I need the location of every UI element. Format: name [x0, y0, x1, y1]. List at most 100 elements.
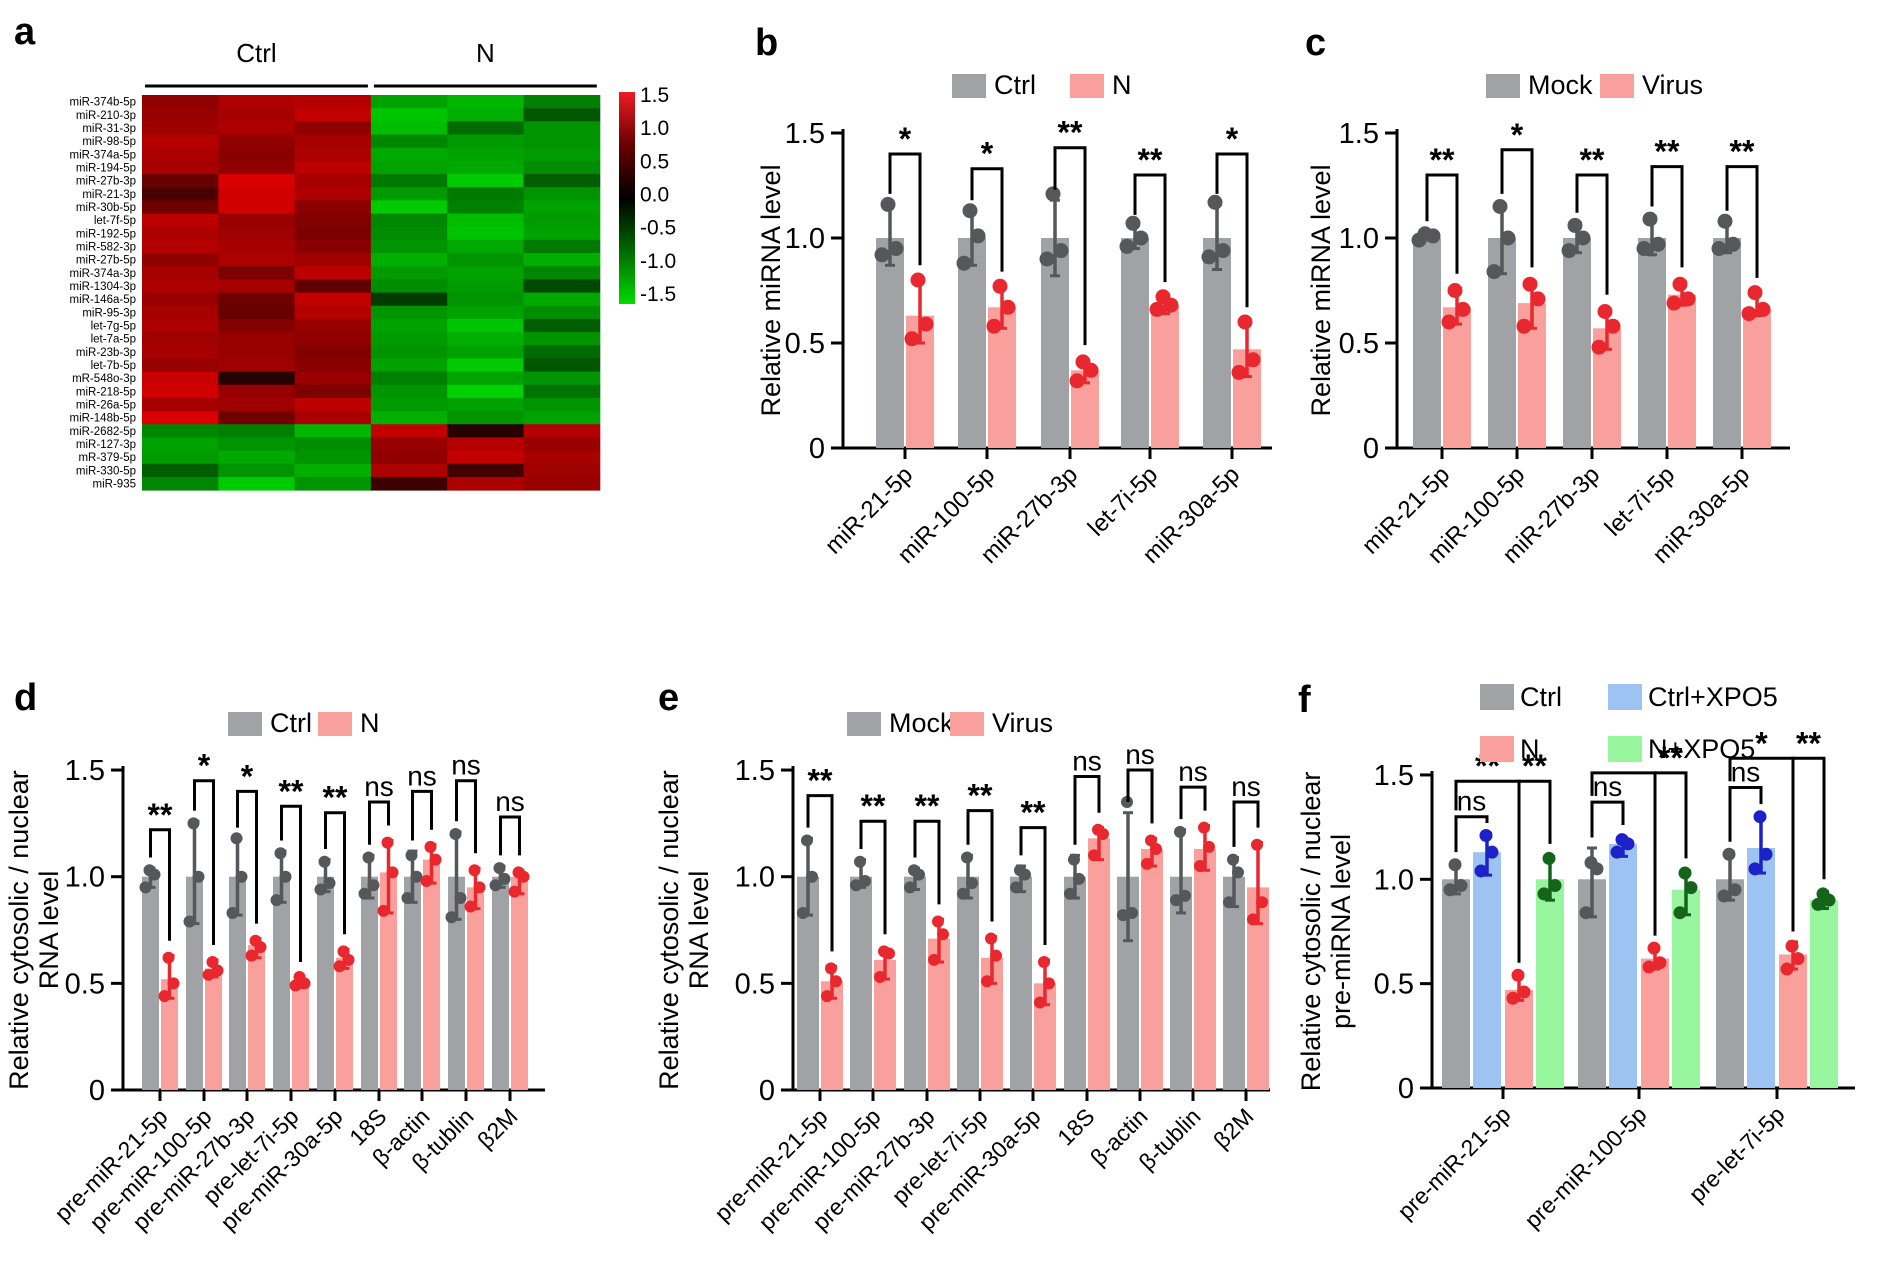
- heatmap-cell: [447, 397, 524, 412]
- heatmap-cell: [294, 239, 372, 254]
- bar-Virus: [981, 957, 1003, 1090]
- data-dot: [1455, 301, 1471, 317]
- heatmap-cell: [523, 174, 601, 188]
- bar-Ctrl: [1716, 879, 1744, 1088]
- data-dot: [985, 932, 997, 945]
- heatmap-cell: [294, 397, 372, 412]
- heatmap-cell: [294, 187, 372, 201]
- data-dot: [454, 892, 467, 905]
- bar-Ctrl: [361, 876, 378, 1090]
- y-tick-label: 0: [1398, 1073, 1414, 1105]
- data-dot: [337, 945, 350, 958]
- data-dot: [1149, 301, 1165, 317]
- y-tick-label: 1.0: [785, 223, 825, 255]
- data-dot: [1117, 909, 1129, 922]
- x-category-label: 18S: [1052, 1103, 1099, 1150]
- heatmap-cell: [447, 371, 524, 386]
- data-dot: [850, 879, 862, 892]
- heatmap-cell: [370, 476, 448, 491]
- data-dot: [1174, 825, 1186, 838]
- data-dot: [1133, 230, 1149, 246]
- sig-bracket: [1053, 146, 1087, 346]
- panel-letter: d: [14, 677, 37, 719]
- sig-label: *: [198, 748, 211, 784]
- data-dot: [1647, 941, 1661, 955]
- x-category-label: let-7i-5p: [1083, 461, 1163, 541]
- sig-label: **: [279, 773, 304, 809]
- bar-Virus: [1194, 848, 1216, 1090]
- heatmap-cell: [294, 213, 372, 228]
- data-dot: [1207, 194, 1223, 210]
- heatmap-cell: [218, 266, 296, 280]
- data-dot: [1251, 838, 1263, 851]
- data-dot: [1717, 213, 1733, 229]
- heatmap-cell: [523, 424, 601, 438]
- sig-bracket: [1215, 152, 1249, 308]
- heatmap-cell: [447, 226, 524, 241]
- bar-Mock: [1117, 876, 1139, 1090]
- data-dot: [493, 862, 506, 875]
- data-dot: [1126, 906, 1138, 919]
- panel-svg: e Relative cytosolic / nuclear RNA level 0 0…: [654, 677, 1270, 1235]
- heatmap-cell: [447, 239, 524, 254]
- heatmap-cell: [218, 450, 296, 465]
- legend-label: Virus: [992, 708, 1053, 738]
- bar-Ctrl: [317, 876, 334, 1090]
- data-dot: [1170, 894, 1182, 907]
- heatmap-cell: [447, 147, 524, 162]
- bar-Ctrl: [1442, 879, 1470, 1088]
- heatmap-cell: [523, 200, 601, 215]
- heatmap-cell: [142, 95, 219, 109]
- colorbar-tick-label: 0.0: [640, 184, 669, 207]
- data-dot: [1441, 314, 1457, 330]
- data-dot: [821, 990, 833, 1003]
- heatmap-cell: [142, 147, 219, 162]
- sig-bracket: [368, 800, 390, 845]
- heatmap-cell: [370, 226, 448, 241]
- heatmap-row-label: miR-31-3p: [82, 123, 136, 135]
- data-dot: [854, 855, 866, 868]
- bar-Mock: [904, 876, 926, 1090]
- panel-f-chart: f Relative cytosolic / nuclear pre-miRNA l…: [1290, 650, 1878, 1278]
- sig-bracket: [1653, 771, 1688, 936]
- bar-Virus: [1247, 887, 1269, 1090]
- sig-label: *: [241, 758, 254, 794]
- heatmap-cell: [218, 292, 296, 307]
- colorbar-tick-label: 1.5: [640, 84, 669, 107]
- heatmap-cell: [294, 253, 372, 267]
- heatmap-cell: [218, 424, 296, 438]
- heatmap-cell: [447, 266, 524, 280]
- data-dot: [986, 318, 1002, 334]
- heatmap-cell: [218, 397, 296, 412]
- heatmap-cell: [142, 226, 219, 241]
- legend-swatch-Ctrl: [1480, 684, 1514, 710]
- heatmap-cell: [218, 213, 296, 228]
- bar-Mock: [1223, 876, 1245, 1090]
- data-dot: [1816, 887, 1830, 901]
- heatmap-cell: [218, 147, 296, 162]
- legend-label: N+XPO5: [1648, 734, 1755, 764]
- data-dot: [962, 203, 978, 219]
- data-dot: [192, 870, 205, 883]
- sig-label: **: [1058, 115, 1083, 151]
- data-dot: [1064, 887, 1076, 900]
- panel-d-chart: d Relative cytosolic / nuclear RNA level 0 0…: [0, 650, 648, 1278]
- data-dot: [1579, 906, 1593, 920]
- data-dot: [162, 951, 175, 964]
- data-dot: [1542, 851, 1556, 865]
- heatmap-cell: [142, 239, 219, 254]
- heatmap-group-label: Ctrl: [236, 38, 276, 68]
- heatmap-cell: [218, 174, 296, 188]
- heatmap-cell: [142, 292, 219, 307]
- data-dot: [1605, 318, 1621, 334]
- heatmap-cell: [447, 187, 524, 201]
- bar-Mock: [797, 876, 819, 1090]
- data-dot: [1145, 834, 1157, 847]
- panel-letter: a: [14, 11, 36, 53]
- bar-N: [380, 872, 397, 1090]
- data-dot: [1653, 956, 1667, 970]
- heatmap-cell: [294, 424, 372, 438]
- data-dot: [249, 934, 262, 947]
- sig-label: ns: [1457, 786, 1487, 817]
